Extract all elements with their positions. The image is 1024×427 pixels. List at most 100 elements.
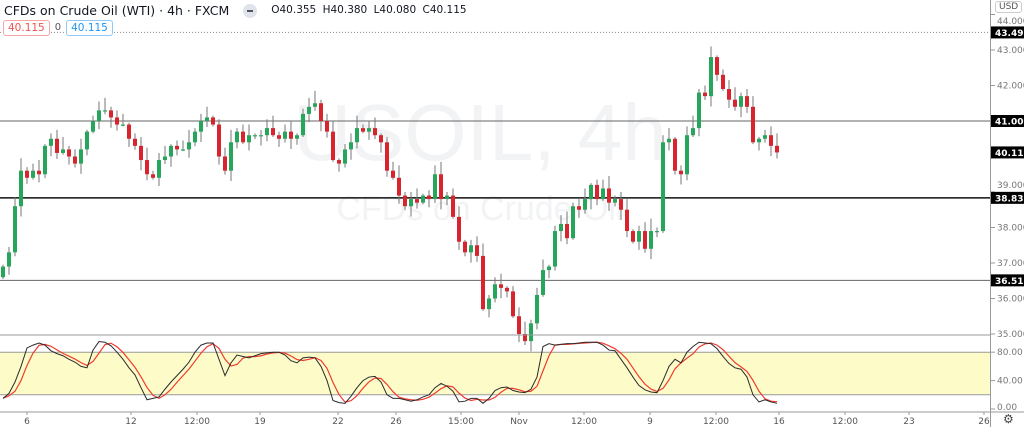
price-axis[interactable]: 44.000 43.000 42.000 39.000 38.000 37.000 36.0… [991, 14, 1024, 341]
candle-body [475, 245, 479, 256]
candle-body [583, 199, 587, 210]
candle-body [517, 316, 521, 334]
candle-body [703, 92, 707, 97]
time-axis[interactable]: 6 12 12:00 19 22 26 15:00 Nov 12:00 9 12:00 16 12:00… [24, 412, 990, 427]
candle-body [67, 149, 71, 157]
candle-body [643, 231, 647, 249]
time-label: 12:00 [571, 417, 597, 427]
candle-body [493, 284, 497, 299]
candle-body [433, 174, 437, 200]
candle-body [673, 138, 677, 171]
candle-body [385, 142, 389, 171]
candle-body [61, 149, 65, 153]
candle-body [535, 294, 539, 324]
candle-body [85, 131, 89, 150]
gear-icon[interactable]: ⚙ [1003, 412, 1014, 426]
candle-body [235, 131, 239, 143]
oscillator-tick-label: 40.00 [997, 377, 1023, 387]
candle-body [37, 170, 41, 175]
candle-body [769, 135, 773, 146]
candle-body [391, 170, 395, 178]
high-value: H40.380 [322, 4, 368, 16]
candle-body [511, 291, 515, 317]
time-label: Nov [510, 417, 528, 427]
price-label-box [991, 115, 1024, 127]
candle-body [253, 135, 257, 137]
candle-body [625, 209, 629, 232]
candle-body [355, 128, 359, 143]
candle-body [265, 128, 269, 136]
candle-body [241, 131, 245, 143]
oscillator-tick-label: 80.00 [997, 348, 1023, 358]
sell-button[interactable]: 40.115 [3, 20, 50, 36]
candle-body [1, 266, 5, 278]
candle-body [25, 170, 29, 178]
candle-body [79, 149, 83, 164]
candle-body [175, 145, 179, 150]
candles [1, 46, 779, 352]
candle-body [397, 177, 401, 196]
candle-body [325, 121, 329, 132]
ohlc-values: O40.355 H40.380 L40.080 C40.115 [271, 3, 469, 18]
candle-body [7, 252, 11, 267]
candle-body [697, 92, 701, 129]
candle-body [31, 170, 35, 178]
candle-body [715, 57, 719, 75]
price-tick-label: 35.000 [997, 330, 1024, 340]
oscillator-axis[interactable]: 80.00 40.00 0.00 [991, 348, 1023, 413]
candle-body [403, 195, 407, 207]
stochastic-oscillator [2, 341, 778, 404]
candle-body [121, 124, 125, 126]
candle-body [721, 74, 725, 90]
candle-body [427, 195, 431, 200]
candle-body [679, 170, 683, 175]
candle-body [133, 138, 137, 146]
price-label: 43.495 [995, 29, 1024, 39]
candle-body [73, 156, 77, 164]
candle-body [91, 121, 95, 132]
candle-body [541, 270, 545, 295]
watermark-description: CFDs on Crude Oil [336, 190, 623, 228]
oscillator-band [0, 352, 990, 395]
candle-body [295, 135, 299, 139]
candle-body [145, 160, 149, 175]
candle-body [127, 124, 131, 139]
price-label-box [991, 146, 1024, 159]
candle-body [193, 131, 197, 143]
stochastic-k-line [2, 341, 778, 404]
candle-body [205, 117, 209, 121]
candle-body [157, 160, 161, 178]
buy-button[interactable]: 40.115 [66, 20, 113, 36]
candle-body [637, 231, 641, 242]
candle-body [463, 241, 467, 253]
candle-body [169, 145, 173, 157]
candle-body [247, 135, 251, 143]
price-tick-label: 42.000 [997, 82, 1024, 92]
price-tick-label: 39.000 [997, 181, 1024, 191]
candle-body [217, 124, 221, 157]
candle-body [373, 128, 377, 136]
candle-body [163, 156, 167, 161]
time-label: 26 [978, 417, 990, 427]
candle-body [271, 128, 275, 136]
chart-legend: CFDs on Crude Oil (WTI) · 4h · FXCM O40.… [4, 3, 470, 18]
time-label: 16 [773, 417, 785, 427]
eye-minus-icon[interactable] [243, 3, 258, 18]
candle-body [199, 121, 203, 132]
price-label-box [991, 26, 1024, 39]
candle-body [469, 245, 473, 253]
price-tick-label: 37.000 [997, 259, 1024, 269]
currency-label[interactable]: USD [995, 1, 1023, 13]
candle-body [343, 149, 347, 164]
price-label: 36.511 [995, 277, 1024, 287]
spread-value: 0 [54, 22, 62, 33]
symbol-title[interactable]: CFDs on Crude Oil (WTI) · 4h · FXCM [4, 3, 230, 18]
time-label: 26 [390, 417, 402, 427]
candle-body [607, 188, 611, 203]
candle-body [775, 145, 779, 153]
candle-body [379, 135, 383, 143]
price-tick-label: 38.000 [997, 224, 1024, 234]
candle-body [103, 110, 107, 112]
candle-body [733, 99, 737, 107]
